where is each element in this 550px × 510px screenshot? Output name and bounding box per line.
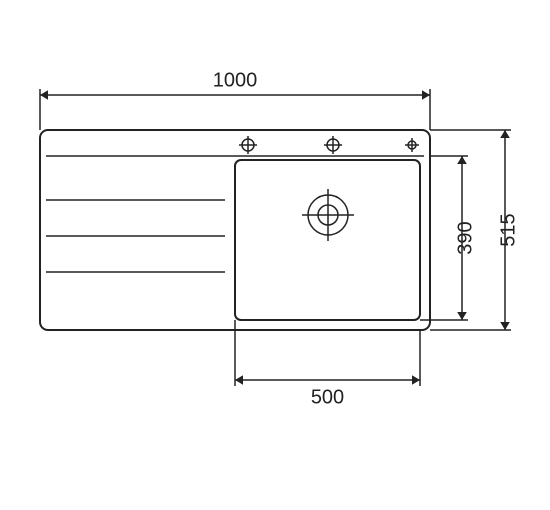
dimension-basin-width: 500 — [235, 320, 420, 408]
dimension-label: 390 — [454, 221, 476, 254]
dimension-label: 1000 — [213, 69, 258, 91]
drainboard-grooves — [46, 200, 225, 272]
dimension-label: 515 — [497, 213, 519, 246]
dimension-basin-height: 390 — [420, 156, 476, 320]
dimension-width-total: 1000 — [40, 69, 430, 130]
sink-technical-drawing: 1000 500 390 515 — [0, 0, 550, 510]
dimension-label: 500 — [311, 386, 344, 408]
tap-holes — [239, 136, 419, 154]
